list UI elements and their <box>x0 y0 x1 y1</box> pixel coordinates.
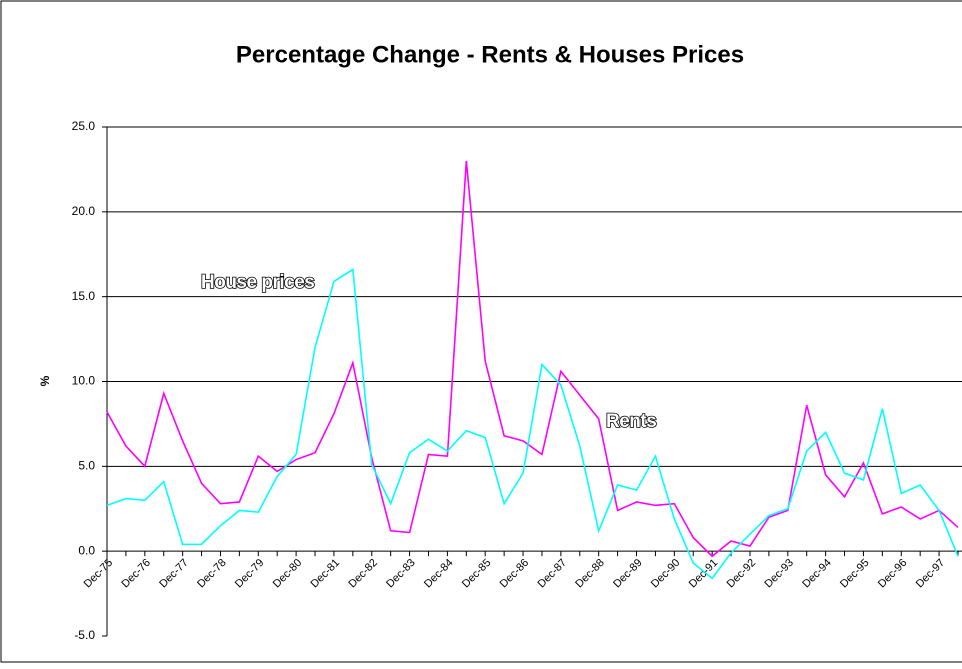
x-tick-label: Dec-90 <box>649 557 683 591</box>
y-tick-label: -5.0 <box>74 628 95 642</box>
x-tick-label: Dec-93 <box>762 557 796 591</box>
y-tick-label: 25.0 <box>72 119 96 133</box>
y-tick-label: 0.0 <box>78 543 95 557</box>
x-tick-label: Dec-83 <box>384 557 418 591</box>
x-tick-label: Dec-80 <box>271 557 305 591</box>
x-tick-label: Dec-79 <box>233 557 267 591</box>
x-tick-label: Dec-85 <box>460 557 494 591</box>
series-line <box>106 160 959 558</box>
x-tick-label: Dec-77 <box>157 557 191 591</box>
x-tick-label: Dec-78 <box>195 557 229 591</box>
y-tick-label: 10.0 <box>72 374 96 388</box>
chart-title: Percentage Change - Rents & Houses Price… <box>236 41 744 68</box>
x-tick-label: Dec-97 <box>914 557 948 591</box>
x-tick-label: Dec-94 <box>800 557 834 591</box>
x-tick-label: Dec-86 <box>498 557 532 591</box>
x-tick-label: Dec-75 <box>82 557 116 591</box>
annotation: House prices <box>201 272 314 293</box>
x-tick-label: Dec-95 <box>838 557 872 591</box>
y-tick-label: 5.0 <box>78 459 95 473</box>
annotation: Rents <box>606 411 656 432</box>
y-tick-label: 20.0 <box>72 204 96 218</box>
series-line <box>106 268 959 580</box>
x-tick-label: Dec-76 <box>119 557 153 591</box>
x-tick-label: Dec-81 <box>309 557 343 591</box>
y-axis-label: % <box>38 375 52 386</box>
y-tick-label: 15.0 <box>72 289 96 303</box>
x-tick-label: Dec-84 <box>422 557 456 591</box>
x-tick-label: Dec-82 <box>346 557 380 591</box>
x-tick-label: Dec-89 <box>611 557 645 591</box>
x-tick-label: Dec-88 <box>573 557 607 591</box>
x-tick-label: Dec-96 <box>876 557 910 591</box>
x-tick-label: Dec-87 <box>535 557 569 591</box>
x-tick-label: Dec-92 <box>725 557 759 591</box>
